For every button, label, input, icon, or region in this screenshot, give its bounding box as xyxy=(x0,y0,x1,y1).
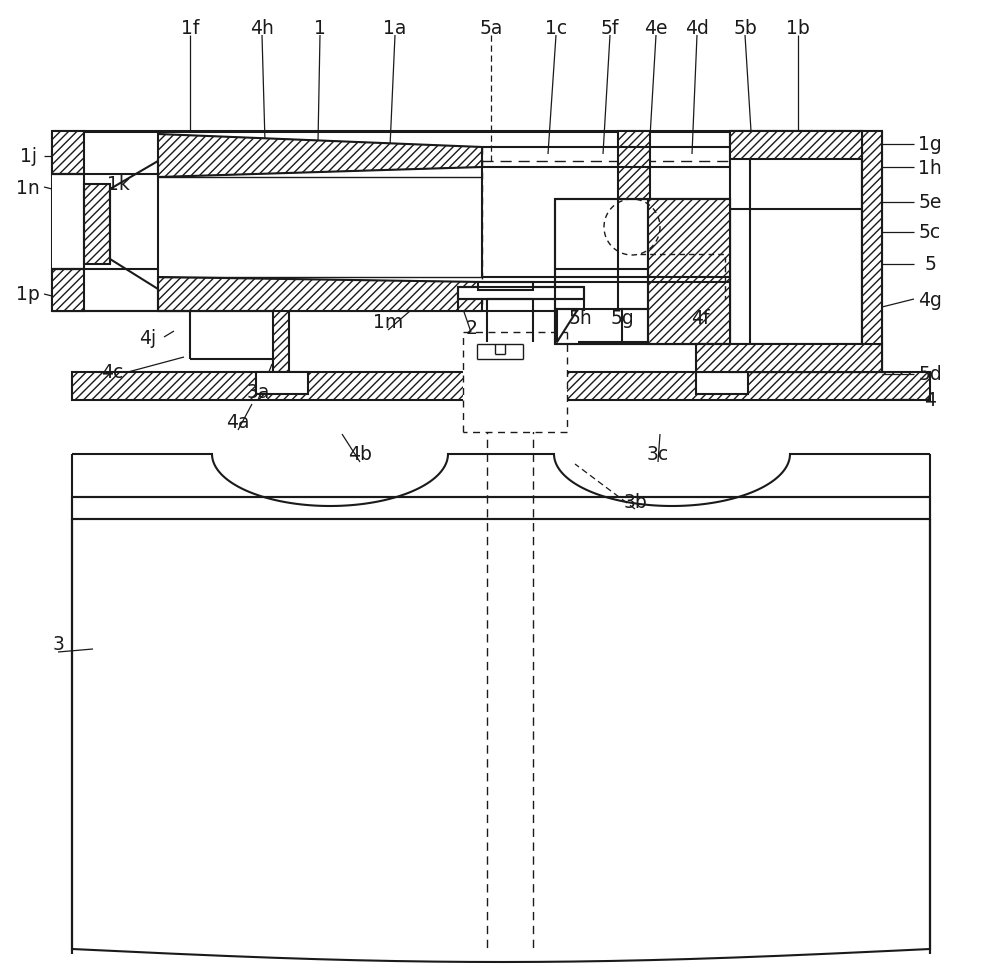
Text: 2: 2 xyxy=(466,319,478,337)
Text: 4: 4 xyxy=(924,390,936,409)
Bar xyxy=(730,345,862,372)
Text: 5b: 5b xyxy=(733,19,757,37)
Bar xyxy=(463,332,567,433)
Bar xyxy=(273,310,289,372)
Bar xyxy=(730,132,862,160)
Bar xyxy=(52,132,84,175)
Bar xyxy=(52,270,84,312)
Polygon shape xyxy=(158,277,482,312)
Text: 1a: 1a xyxy=(383,19,407,37)
Bar xyxy=(730,132,862,372)
Bar xyxy=(862,132,882,372)
Bar xyxy=(84,185,110,265)
Text: 1h: 1h xyxy=(918,158,942,177)
Bar xyxy=(730,132,862,160)
Text: 4a: 4a xyxy=(226,413,250,432)
Text: 1: 1 xyxy=(314,19,326,37)
Bar xyxy=(555,199,730,345)
Text: 3: 3 xyxy=(52,635,64,654)
Text: 1k: 1k xyxy=(107,175,129,194)
Bar xyxy=(713,310,729,372)
Bar xyxy=(696,345,882,372)
Text: 5f: 5f xyxy=(601,19,619,37)
Bar xyxy=(52,270,84,312)
Polygon shape xyxy=(158,135,482,178)
Text: 4b: 4b xyxy=(348,446,372,464)
Text: 4g: 4g xyxy=(918,290,942,309)
Bar xyxy=(84,185,110,265)
Bar xyxy=(52,132,84,175)
Text: 1j: 1j xyxy=(20,148,37,166)
Bar xyxy=(158,178,482,277)
Text: 4c: 4c xyxy=(101,363,123,382)
Bar xyxy=(862,132,882,372)
Bar xyxy=(478,282,533,291)
Text: 5h: 5h xyxy=(568,308,592,327)
Bar xyxy=(618,132,650,199)
Bar xyxy=(273,310,289,372)
Text: 5e: 5e xyxy=(918,193,942,212)
Polygon shape xyxy=(557,310,578,343)
Text: 4d: 4d xyxy=(685,19,709,37)
Text: 5g: 5g xyxy=(610,308,634,327)
Text: 1p: 1p xyxy=(16,285,40,304)
Bar xyxy=(618,132,650,199)
Text: 3c: 3c xyxy=(647,446,669,464)
Bar xyxy=(52,175,158,270)
Text: 5a: 5a xyxy=(479,19,503,37)
Text: 1b: 1b xyxy=(786,19,810,37)
Text: 1c: 1c xyxy=(545,19,567,37)
Text: 4h: 4h xyxy=(250,19,274,37)
Text: 5d: 5d xyxy=(918,365,942,384)
Bar xyxy=(713,310,729,372)
Bar xyxy=(730,345,862,372)
Text: 5c: 5c xyxy=(919,224,941,242)
Text: 1g: 1g xyxy=(918,136,942,154)
Bar xyxy=(72,372,930,401)
Bar xyxy=(72,497,930,520)
Bar xyxy=(696,345,882,372)
Bar xyxy=(696,372,748,395)
Text: 4e: 4e xyxy=(644,19,668,37)
Text: 4f: 4f xyxy=(691,308,709,327)
Bar xyxy=(72,372,930,401)
Text: 4j: 4j xyxy=(139,328,157,347)
Text: 5: 5 xyxy=(924,255,936,275)
Text: 3b: 3b xyxy=(623,492,647,511)
Bar xyxy=(648,199,730,345)
Bar xyxy=(648,199,730,345)
Text: 1f: 1f xyxy=(181,19,199,37)
Bar xyxy=(458,287,584,300)
Polygon shape xyxy=(622,310,648,343)
Text: 1m: 1m xyxy=(373,314,403,332)
Bar xyxy=(256,372,308,395)
Text: 3a: 3a xyxy=(246,383,270,403)
Text: 1n: 1n xyxy=(16,179,40,197)
